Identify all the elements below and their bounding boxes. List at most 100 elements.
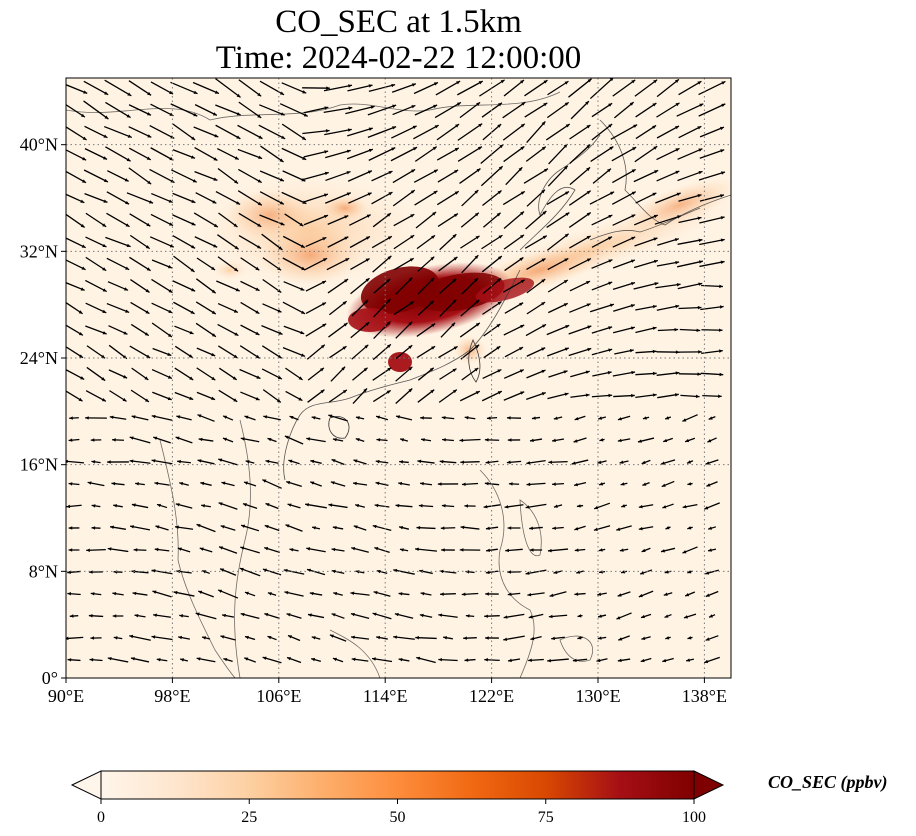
wind-arrow [482,189,502,207]
wind-arrow [262,303,282,313]
wind-arrow [610,124,638,140]
wind-arrow [546,324,570,336]
wind-arrow [281,82,307,94]
wind-arrow [194,146,218,162]
wind-arrow [591,393,613,398]
wind-arrow [151,192,173,204]
wind-arrow [243,481,257,487]
wind-arrow [86,345,106,359]
wind-arrow [526,459,546,465]
wind-arrow [105,236,131,248]
wind-arrow [193,126,219,138]
wind-arrow [237,148,263,160]
wind-arrow [128,104,152,116]
wind-arrow [219,568,237,576]
wind-arrow [416,345,436,359]
wind-arrow [459,390,481,402]
wind-arrow [621,504,627,508]
wind-arrow [506,416,522,420]
wind-arrow [289,548,299,552]
wind-arrow [353,459,367,465]
wind-arrow [284,435,304,445]
wind-arrow [105,146,131,162]
wind-arrow [502,279,526,293]
wind-arrow [655,192,681,204]
wind-arrow [484,438,500,442]
wind-arrow [708,614,716,618]
wind-arrow [367,104,397,116]
wind-arrow [179,614,189,618]
wind-arrow [464,504,476,508]
wind-arrow [418,504,434,508]
wind-arrow [307,389,325,403]
wind-arrow [420,591,432,596]
wind-arrow [349,235,371,249]
wind-arrow [68,526,80,530]
wind-arrow [662,657,674,663]
wind-arrow [156,503,168,509]
wind-arrow [503,369,525,379]
wind-arrow [642,481,650,487]
wind-arrow [238,79,262,97]
wind-arrow [172,235,196,249]
wind-arrow [698,80,726,96]
wind-arrow [281,147,307,161]
colorbar-tick-label: 0 [97,809,105,826]
wind-arrow [85,302,107,314]
wind-arrow [486,548,498,553]
wind-arrow [577,636,583,640]
wind-arrow [259,214,285,226]
wind-arrow [286,480,302,488]
wind-arrow [106,191,130,205]
wind-arrow [706,481,718,487]
wind-arrow [333,591,343,596]
wind-arrow [415,547,437,552]
wind-arrow [332,437,344,442]
wind-arrow [218,367,238,381]
wind-arrow [331,613,345,619]
wind-arrow [178,635,190,640]
wind-arrow [437,213,459,227]
wind-arrow [634,214,658,226]
wind-arrow [69,416,79,420]
wind-arrow [175,503,193,509]
wind-arrow [707,548,717,552]
wind-arrow [88,570,104,574]
wind-arrow [347,170,373,182]
wind-arrow [503,145,525,163]
wind-arrow [677,170,703,182]
wind-arrow [132,591,148,596]
wind-arrow [352,387,368,405]
wind-arrow [634,145,658,163]
wind-arrow [327,236,349,248]
wind-arrow [174,345,194,359]
wind-arrow [597,416,607,420]
wind-arrow [612,236,636,248]
wind-arrow [215,191,241,205]
wind-arrow [222,437,234,443]
wind-arrow [196,391,216,401]
wind-arrow [393,234,415,250]
wind-arrow [352,481,368,486]
wind-arrow [399,460,409,464]
wind-arrow [438,345,458,359]
map-title-time: Time: 2024-02-22 12:00:00 [215,40,582,76]
wind-arrow [111,481,125,486]
wind-arrow [548,370,568,378]
wind-arrow [66,84,88,94]
wind-arrow [154,547,170,552]
wind-arrow [67,658,81,662]
wind-arrow [174,325,194,335]
wind-arrow [221,613,235,618]
wind-arrow [545,123,571,141]
wind-arrow [267,635,277,641]
wind-arrow [368,147,396,161]
wind-arrow [238,101,262,119]
wind-arrow [399,438,409,442]
wind-arrow [620,482,628,486]
wind-arrow [417,300,435,316]
wind-arrow [109,525,127,530]
wind-arrow [705,569,719,575]
wind-arrow [242,503,258,509]
wind-arrow [571,459,589,465]
